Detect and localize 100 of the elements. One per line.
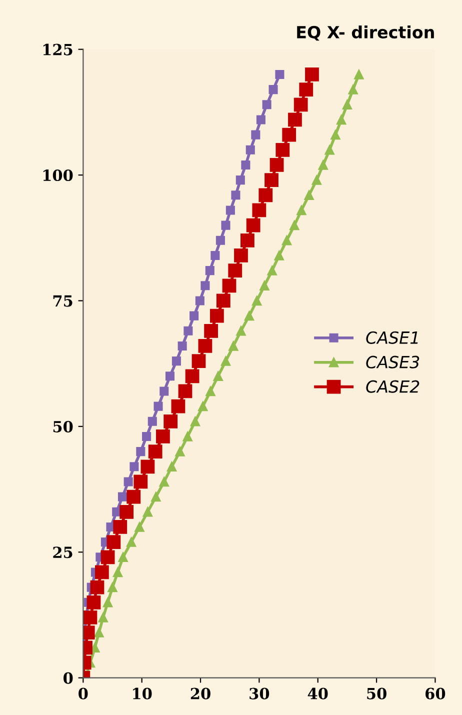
legend-label: CASE1	[366, 331, 418, 344]
point	[294, 98, 308, 112]
point	[200, 281, 210, 290]
y-tick-label: 100	[43, 169, 73, 182]
point	[260, 280, 270, 291]
point	[228, 264, 242, 278]
point	[244, 310, 254, 321]
point	[192, 354, 206, 368]
point	[246, 218, 260, 232]
point	[175, 446, 185, 456]
point	[182, 432, 192, 442]
point	[100, 550, 115, 564]
point	[226, 206, 235, 215]
point	[130, 462, 139, 472]
y-tick-label: 25	[53, 546, 72, 558]
point	[142, 507, 153, 517]
point	[236, 326, 246, 336]
point	[221, 220, 230, 230]
point	[126, 537, 136, 547]
point	[94, 628, 104, 638]
point	[267, 266, 277, 276]
x-tick-label: 20	[190, 688, 210, 700]
point	[190, 416, 200, 426]
point	[159, 476, 169, 487]
point	[148, 444, 162, 459]
point	[185, 369, 200, 384]
point	[213, 371, 223, 382]
point	[102, 598, 113, 608]
point	[236, 176, 245, 185]
point	[210, 308, 224, 323]
point	[118, 552, 128, 562]
point	[140, 460, 155, 474]
point	[94, 565, 109, 580]
point	[124, 477, 133, 486]
point	[264, 173, 278, 188]
point	[148, 416, 157, 426]
point	[282, 236, 292, 246]
point	[330, 130, 340, 140]
point	[268, 85, 278, 94]
point	[166, 462, 177, 472]
point	[312, 175, 322, 185]
point	[299, 82, 314, 97]
point	[106, 535, 121, 550]
y-tick-label: 50	[53, 420, 73, 432]
y-tick-label: 125	[43, 44, 72, 56]
point	[198, 401, 208, 412]
point	[252, 203, 266, 218]
point	[120, 504, 134, 519]
point	[90, 580, 104, 594]
point	[154, 402, 163, 411]
x-tick-label: 0	[78, 688, 88, 700]
point	[275, 70, 284, 79]
point	[160, 386, 169, 396]
point	[282, 128, 296, 142]
y-tick-label: 75	[53, 295, 72, 307]
point	[241, 160, 250, 170]
point	[342, 100, 352, 110]
point	[290, 220, 300, 230]
point	[134, 474, 148, 489]
point	[231, 190, 240, 200]
point	[305, 68, 319, 82]
point	[171, 399, 186, 414]
point	[126, 490, 141, 504]
point	[178, 384, 192, 398]
point	[276, 142, 290, 157]
point	[240, 233, 254, 248]
point	[204, 324, 218, 338]
point	[318, 160, 328, 170]
point	[112, 567, 123, 578]
point	[220, 356, 231, 366]
point	[156, 430, 170, 444]
point	[324, 145, 334, 155]
point	[190, 311, 199, 320]
x-tick-label: 60	[426, 688, 446, 700]
x-tick-label: 50	[367, 688, 386, 700]
y-tick-label: 0	[64, 672, 73, 684]
point	[142, 432, 152, 441]
x-tick-label: 40	[308, 688, 328, 700]
point	[256, 115, 266, 124]
x-tick-label: 10	[133, 688, 152, 700]
point	[234, 248, 248, 262]
point	[172, 356, 181, 366]
point	[198, 339, 212, 353]
point	[210, 250, 220, 260]
point	[206, 386, 216, 396]
point	[296, 205, 306, 216]
legend-label: CASE3	[366, 356, 420, 368]
point	[151, 492, 161, 502]
point	[252, 296, 262, 306]
point	[178, 341, 187, 350]
point	[348, 84, 358, 94]
point	[195, 296, 204, 306]
point	[274, 250, 284, 260]
legend-label: CASE2	[366, 380, 420, 393]
point	[136, 447, 146, 456]
point	[258, 188, 273, 202]
point	[118, 492, 127, 502]
chart-title: EQ X- direction	[297, 26, 434, 41]
point	[134, 522, 144, 532]
x-tick-label: 30	[250, 688, 270, 700]
